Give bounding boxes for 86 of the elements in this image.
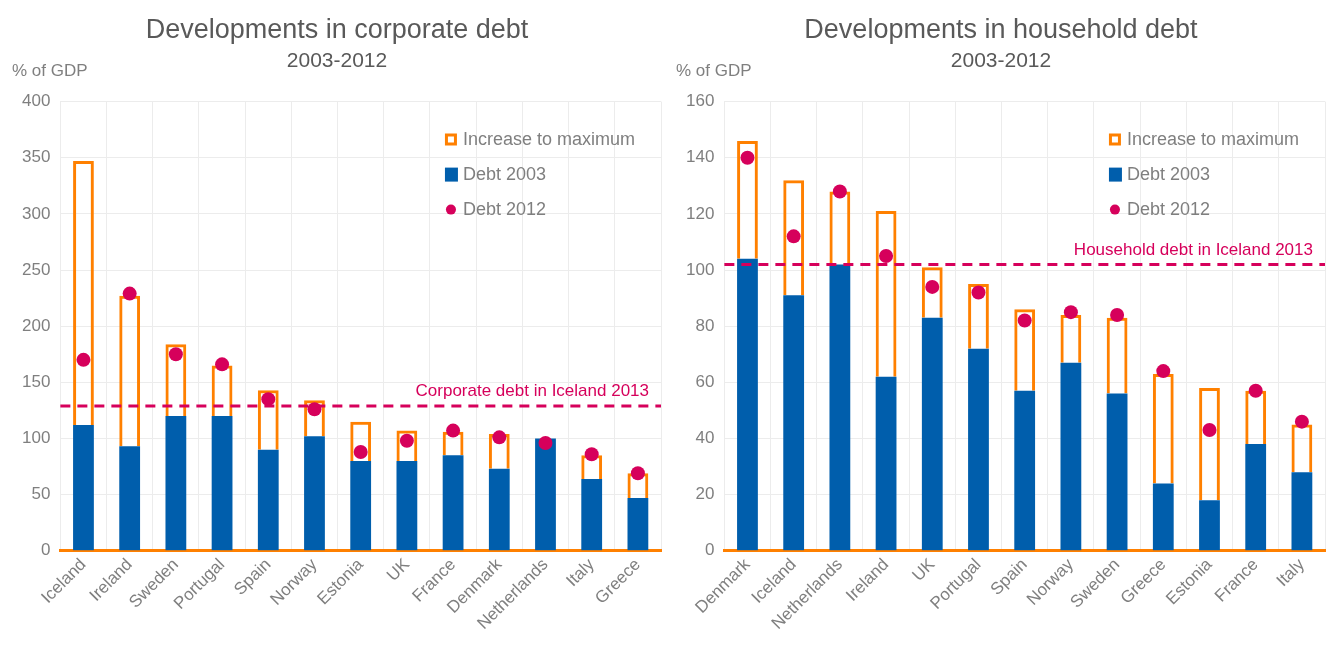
bar <box>783 295 805 551</box>
bar <box>350 460 372 551</box>
legend-label: Increase to maximum <box>462 128 636 149</box>
x-tick-label: Italy <box>562 554 599 591</box>
point <box>740 150 755 165</box>
bar <box>627 497 649 551</box>
point <box>971 285 986 300</box>
ref-line-label: Corporate debt in Iceland 2013 <box>415 381 649 401</box>
bar <box>875 211 897 377</box>
point <box>168 347 183 362</box>
y-tick-label: 250 <box>21 259 51 279</box>
bar <box>968 348 989 551</box>
y-tick-label: 160 <box>685 91 715 111</box>
point <box>786 229 801 244</box>
y-tick-label: 50 <box>31 484 51 504</box>
point <box>1294 414 1309 429</box>
bar <box>1152 483 1174 551</box>
bar <box>211 416 233 551</box>
point <box>1110 307 1125 322</box>
bar <box>737 258 758 551</box>
legend-label: Debt 2003 <box>1126 163 1211 184</box>
point <box>1248 383 1263 398</box>
point <box>584 447 599 462</box>
legend-label: Debt 2012 <box>1126 198 1211 219</box>
bar <box>73 424 94 551</box>
chart-title: Developments in corporate debt <box>145 13 529 44</box>
x-tick-label: Italy <box>1272 554 1309 591</box>
bar <box>1291 472 1313 551</box>
bar <box>875 376 897 551</box>
y-tick-label: 400 <box>21 91 51 111</box>
ref-line-label: Household debt in Iceland 2013 <box>1073 239 1313 259</box>
y-tick-label: 350 <box>21 147 51 167</box>
y-tick-label: 100 <box>21 428 51 448</box>
y-axis-title: % of GDP <box>676 60 752 80</box>
chart-subtitle: 2003-2012 <box>286 47 388 71</box>
y-tick-label: 60 <box>695 372 715 392</box>
legend-label: Debt 2012 <box>462 198 547 219</box>
bar <box>1014 390 1036 551</box>
y-tick-label: 300 <box>21 203 51 223</box>
x-tick-label: UK <box>382 554 414 585</box>
chart-subtitle: 2003-2012 <box>950 47 1052 71</box>
point <box>630 466 645 481</box>
point <box>879 249 894 263</box>
y-tick-label: 140 <box>685 147 715 167</box>
bar <box>396 460 418 551</box>
bar <box>119 446 141 551</box>
y-tick-label: 200 <box>21 315 51 335</box>
legend-label: Increase to maximum <box>1126 128 1300 149</box>
y-axis-title: % of GDP <box>12 60 88 80</box>
bar <box>73 161 94 425</box>
y-tick-label: 0 <box>704 540 715 560</box>
bar <box>1106 393 1128 551</box>
point <box>446 423 461 438</box>
bar <box>829 264 851 551</box>
y-tick-label: 20 <box>695 484 715 504</box>
y-tick-label: 80 <box>695 315 715 335</box>
point <box>492 430 507 445</box>
point <box>832 184 847 199</box>
point <box>353 444 368 459</box>
bar <box>581 478 603 551</box>
point <box>1017 313 1032 328</box>
bar <box>257 449 279 551</box>
point <box>122 286 137 301</box>
bar <box>921 317 943 551</box>
y-tick-label: 150 <box>21 372 51 392</box>
legend-label: Debt 2003 <box>462 163 547 184</box>
y-tick-label: 40 <box>695 428 715 448</box>
point <box>261 392 276 407</box>
point <box>1202 423 1217 438</box>
point <box>538 435 553 450</box>
bar <box>535 438 556 551</box>
bar <box>442 455 464 551</box>
point <box>1063 305 1078 320</box>
point <box>76 352 91 367</box>
bar <box>1245 444 1267 551</box>
bar <box>488 468 510 551</box>
y-tick-label: 120 <box>685 203 715 223</box>
bar <box>304 436 325 551</box>
point <box>215 357 230 372</box>
bar <box>165 416 187 551</box>
bar <box>1199 500 1220 551</box>
chart-title: Developments in household debt <box>804 13 1199 44</box>
point <box>1156 364 1171 379</box>
y-tick-label: 0 <box>40 540 51 560</box>
bar <box>1060 362 1082 551</box>
y-tick-label: 100 <box>685 259 715 279</box>
